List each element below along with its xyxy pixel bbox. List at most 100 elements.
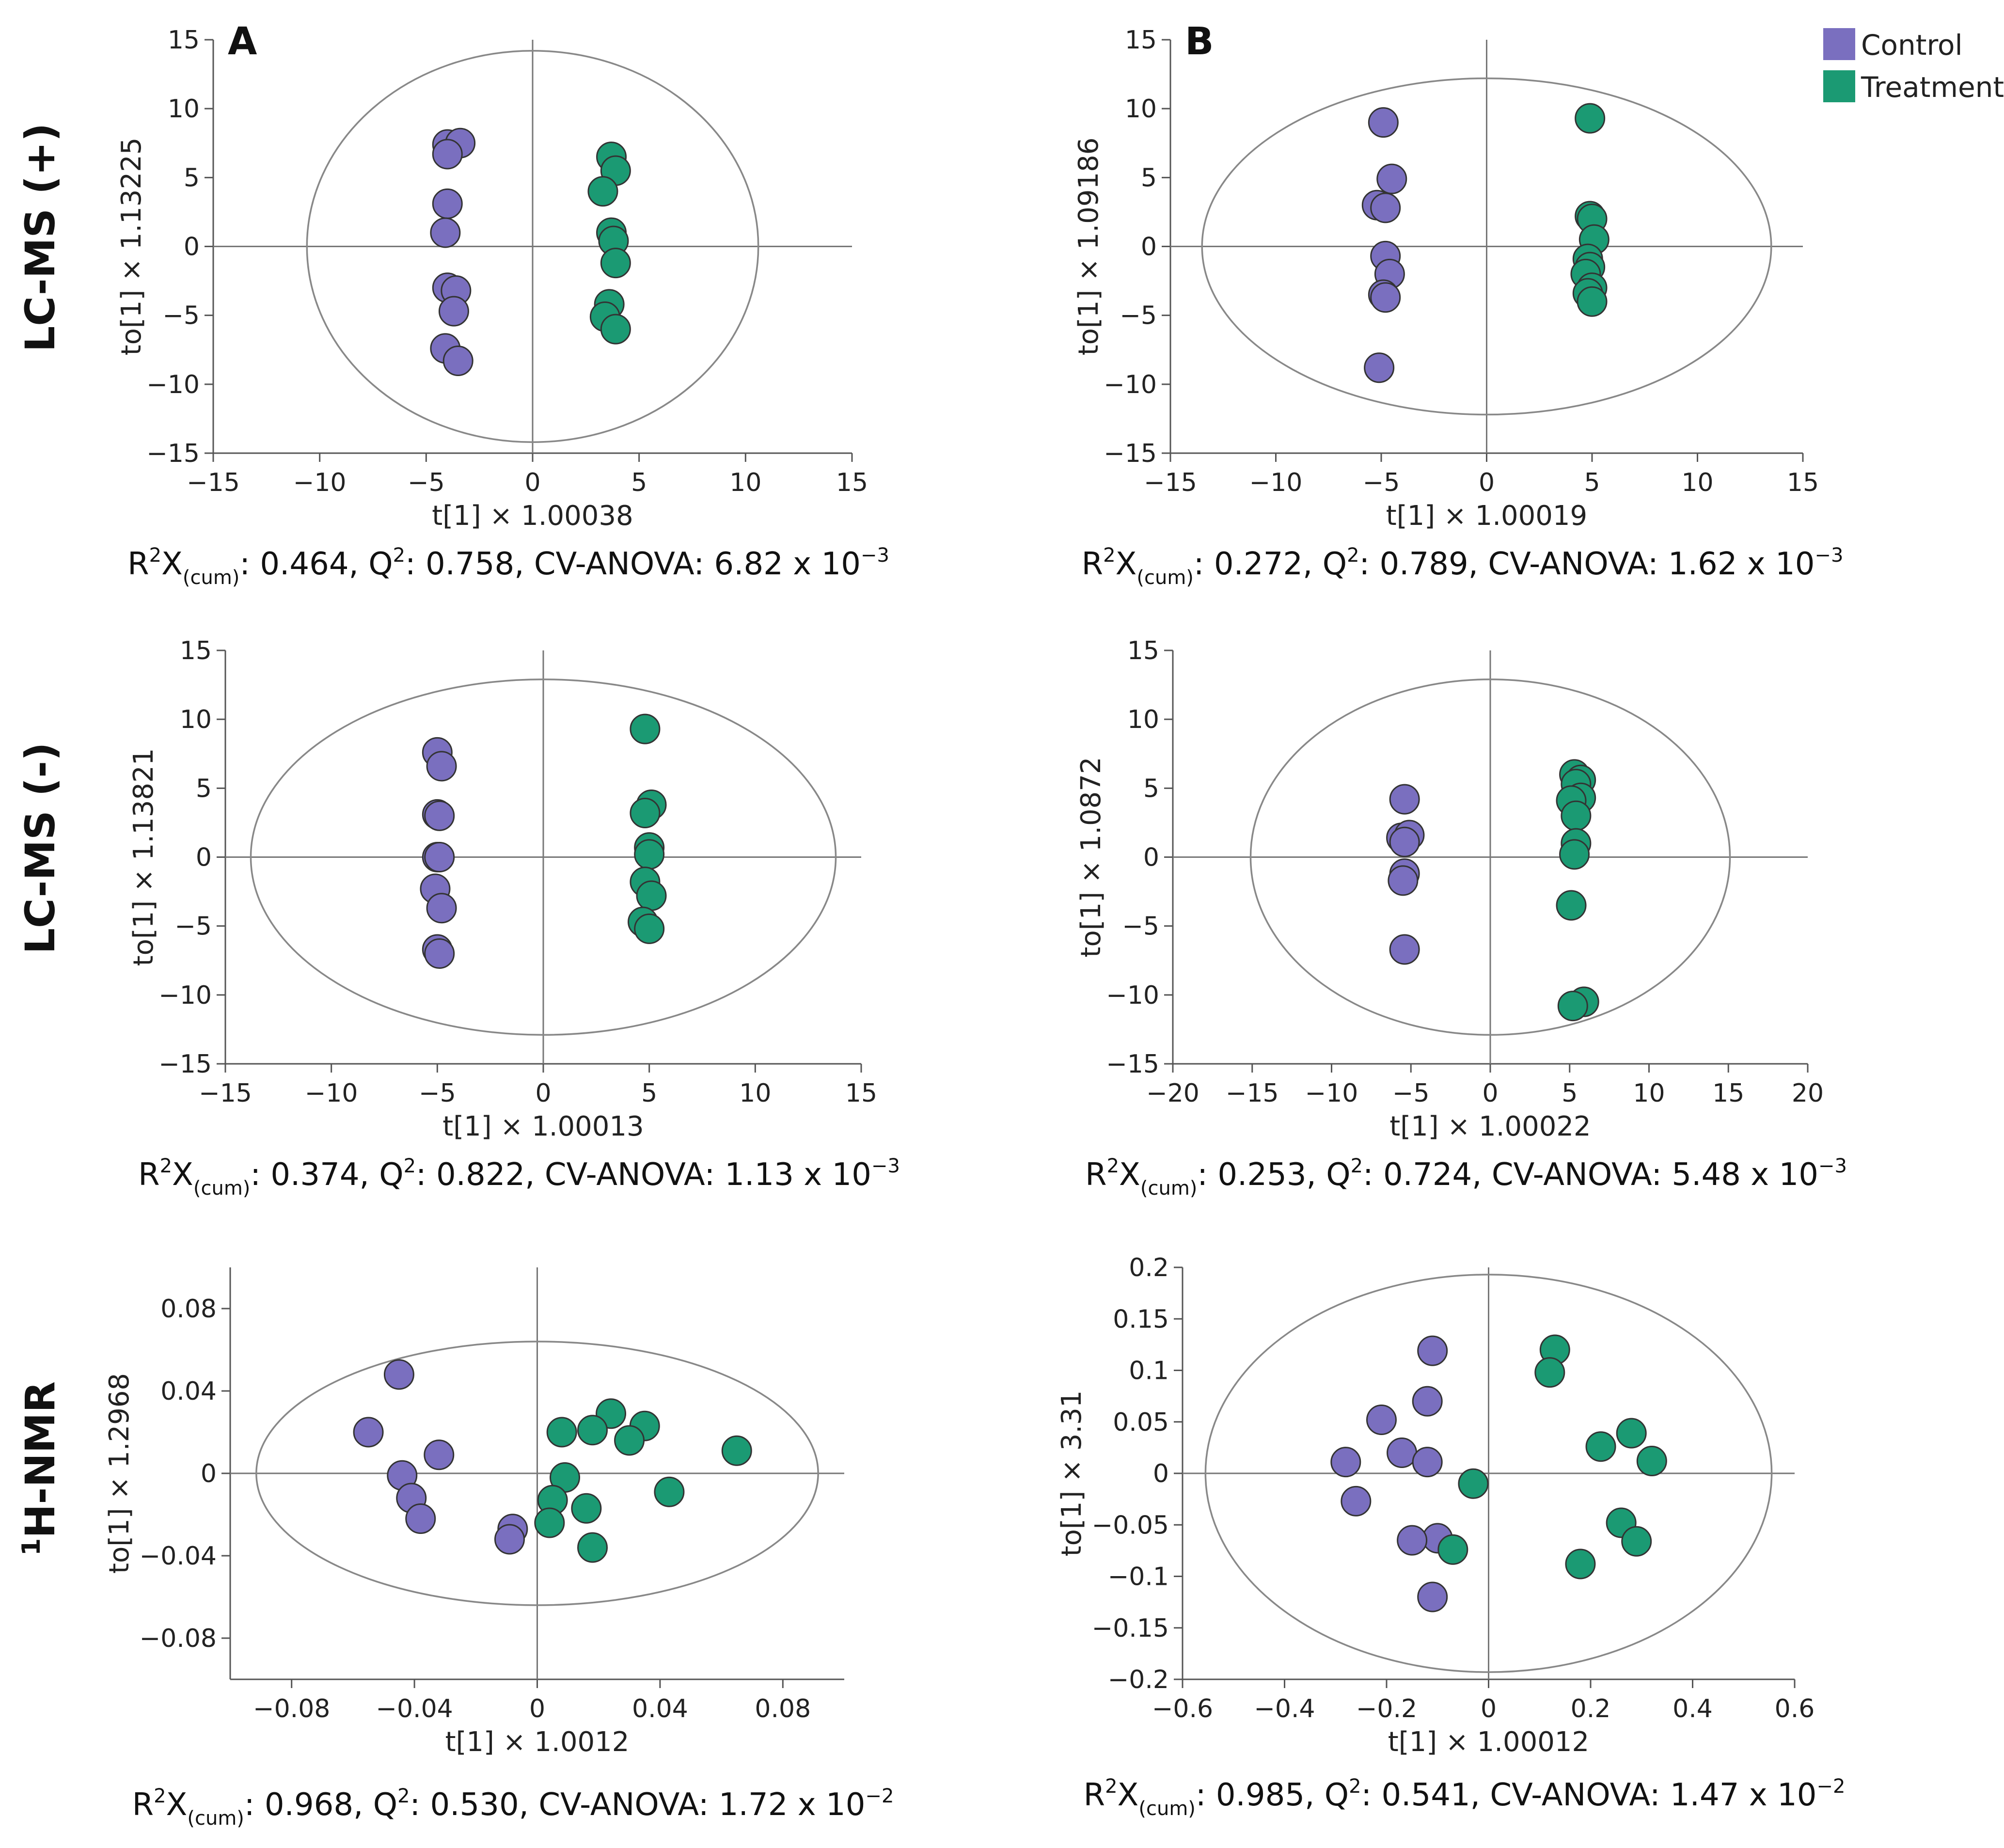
row-label-lcms-pos: LC-MS (+) [16, 123, 64, 352]
p5-y-label: to[1] × 3.31 [1056, 1390, 1088, 1557]
p0-xtick-label: 0 [524, 468, 540, 497]
p1-xtick-label: −15 [1144, 468, 1197, 497]
p1-ytick-label: 5 [1141, 163, 1157, 192]
p5-point-treatment [1458, 1468, 1489, 1499]
p5-ytick-label: 0.05 [1113, 1408, 1169, 1437]
p3-xtick-label: 0 [1482, 1079, 1498, 1108]
p2-stats: R2X(cum): 0.374, Q2: 0.822, CV-ANOVA: 1.… [138, 1155, 900, 1200]
p3-ytick-label: 15 [1127, 636, 1159, 665]
p0-xtick-label: −10 [293, 468, 347, 497]
p4-stats: R2X(cum): 0.968, Q2: 0.530, CV-ANOVA: 1.… [132, 1785, 894, 1830]
p2-xtick-label: −10 [305, 1079, 358, 1108]
p2-xtick-label: −15 [199, 1079, 252, 1108]
p4-xtick-label: 0.08 [755, 1694, 811, 1723]
p1-point-control [1368, 107, 1399, 138]
p5-point-control [1387, 1437, 1418, 1468]
p3-point-treatment [1559, 839, 1590, 870]
p5-point-treatment [1636, 1446, 1667, 1476]
p1-hotelling-ellipse [1201, 77, 1772, 416]
p0-y-label: to[1] × 1.13225 [116, 138, 147, 356]
p0-point-treatment [600, 314, 631, 345]
p2-point-treatment [634, 913, 665, 944]
p5-ytick-label: 0.1 [1129, 1357, 1169, 1386]
p5-point-control [1417, 1581, 1448, 1612]
p1-ytick-label: −10 [1104, 370, 1157, 399]
p5-ytick-label: 0.2 [1129, 1253, 1169, 1282]
p5-point-treatment [1621, 1526, 1652, 1557]
p4-ytick-label: 0.04 [160, 1377, 217, 1406]
p1-point-treatment [1577, 286, 1608, 317]
p5-x-label: t[1] × 1.00012 [1388, 1726, 1589, 1758]
p0-ytick-label: −15 [146, 439, 200, 468]
p1-x-label: t[1] × 1.00019 [1386, 500, 1587, 532]
p2-ytick-label: 5 [196, 774, 212, 803]
p5-point-control [1341, 1485, 1372, 1516]
p4-hotelling-ellipse [255, 1341, 819, 1606]
p5-point-treatment [1585, 1431, 1616, 1462]
p1-xtick-label: 0 [1479, 468, 1495, 497]
p0-ytick-label: −5 [162, 301, 200, 331]
p1-stats: R2X(cum): 0.272, Q2: 0.789, CV-ANOVA: 1.… [1082, 544, 1844, 589]
p0-x-label: t[1] × 1.00038 [432, 500, 633, 532]
p2-x-label: t[1] × 1.00013 [442, 1111, 644, 1142]
p2-point-control [426, 751, 457, 782]
p4-point-control [353, 1417, 384, 1448]
p1-ytick-label: 0 [1141, 233, 1157, 262]
p4-point-control [424, 1439, 455, 1470]
p5-ytick-label: −0.05 [1092, 1511, 1169, 1540]
p4-y-label: to[1] × 1.2968 [104, 1373, 135, 1574]
p3-point-control [1389, 784, 1420, 815]
p2-ytick-label: 10 [180, 705, 212, 734]
p1-point-control [1370, 192, 1401, 223]
p2-ytick-label: −5 [174, 912, 212, 941]
p2-ytick-label: −10 [158, 981, 212, 1010]
p3-x-label: t[1] × 1.00022 [1389, 1111, 1591, 1142]
p1-point-control [1370, 282, 1401, 313]
p4-point-treatment [577, 1532, 608, 1563]
p0-ytick-label: 5 [184, 163, 200, 192]
p3-xtick-label: 10 [1633, 1079, 1665, 1108]
p2-point-treatment [634, 839, 665, 870]
p3-ytick-label: −10 [1106, 981, 1159, 1010]
p1-xtick-label: −10 [1249, 468, 1303, 497]
p2-point-treatment [630, 713, 661, 744]
p2-xtick-label: 15 [845, 1079, 877, 1108]
legend-label-treatment: Treatment [1861, 71, 2004, 104]
p1-xtick-label: 5 [1584, 468, 1600, 497]
p0-ytick-label: −10 [146, 370, 200, 399]
p5-xtick-label: −0.4 [1254, 1694, 1315, 1723]
p0-point-control [432, 139, 463, 170]
p0-xtick-label: 5 [631, 468, 647, 497]
p0-xtick-label: 10 [729, 468, 761, 497]
p2-point-treatment [630, 798, 661, 829]
p0-xtick-label: −5 [408, 468, 445, 497]
p1-xtick-label: −5 [1363, 468, 1400, 497]
p4-ytick-label: −0.08 [140, 1624, 217, 1653]
p5-point-treatment [1437, 1534, 1468, 1565]
p3-hotelling-ellipse [1249, 678, 1731, 1036]
p3-stats: R2X(cum): 0.253, Q2: 0.724, CV-ANOVA: 5.… [1085, 1155, 1847, 1200]
p4-xtick-label: −0.04 [376, 1694, 453, 1723]
p4-point-treatment [534, 1507, 565, 1538]
p1-point-treatment [1575, 103, 1606, 134]
p2-ytick-label: 0 [196, 843, 212, 872]
p4-point-treatment [546, 1417, 577, 1448]
p3-xtick-label: 15 [1712, 1079, 1744, 1108]
p4-xtick-label: −0.08 [253, 1694, 330, 1723]
p5-ytick-label: −0.2 [1108, 1665, 1169, 1694]
panel-hnmr-a: −0.08 −0.04 0 0.04 0.08 −0.08 −0.04 0 0.04 0.08 t[… [104, 1267, 894, 1830]
p0-point-control [438, 296, 469, 327]
p1-point-control [1364, 352, 1395, 383]
p0-point-control [442, 345, 473, 376]
p0-ytick-label: 10 [168, 95, 200, 124]
p5-ytick-label: 0.15 [1113, 1305, 1169, 1334]
p2-y-label: to[1] × 1.13821 [128, 748, 159, 966]
p1-xtick-label: 15 [1787, 468, 1819, 497]
p4-point-control [405, 1503, 436, 1534]
p2-xtick-label: −5 [419, 1079, 456, 1108]
p5-xtick-label: 0.6 [1775, 1694, 1815, 1723]
p4-x-label: t[1] × 1.0012 [445, 1726, 630, 1758]
p4-ytick-label: 0.08 [160, 1295, 217, 1324]
p3-xtick-label: 20 [1792, 1079, 1824, 1108]
